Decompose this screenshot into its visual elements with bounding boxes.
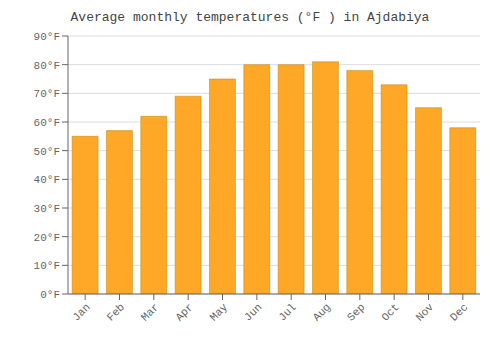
svg-text:Feb: Feb [105,301,127,323]
svg-text:Aug: Aug [311,301,333,323]
svg-text:80°F: 80°F [34,60,60,72]
svg-text:Sep: Sep [345,301,367,323]
svg-text:Jun: Jun [242,301,264,323]
svg-text:10°F: 10°F [34,260,60,272]
svg-text:20°F: 20°F [34,232,60,244]
svg-text:Mar: Mar [139,301,161,323]
svg-text:May: May [208,301,231,324]
svg-text:Nov: Nov [414,301,437,324]
svg-text:60°F: 60°F [34,117,60,129]
svg-text:30°F: 30°F [34,203,60,215]
svg-text:Dec: Dec [448,301,470,323]
svg-text:70°F: 70°F [34,88,60,100]
svg-text:50°F: 50°F [34,146,60,158]
svg-text:Jul: Jul [276,301,298,323]
html-text:Average monthly temperatures (: Average monthly temperatures (°F ) in Aj… [70,10,430,25]
svg-text:Oct: Oct [379,301,401,323]
svg-text:0°F: 0°F [40,289,60,301]
svg-text:40°F: 40°F [34,174,60,186]
svg-text:Apr: Apr [173,301,195,323]
svg-text:Jan: Jan [70,301,92,323]
svg-text:90°F: 90°F [34,31,60,43]
